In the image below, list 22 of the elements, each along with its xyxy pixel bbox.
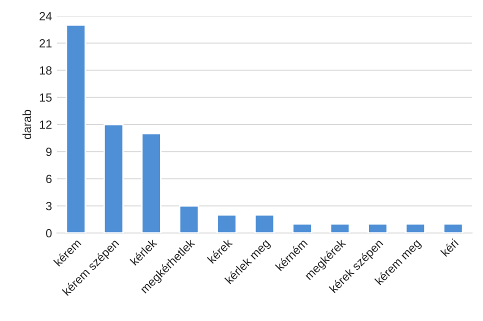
y-tick-label: 21 [40,39,52,48]
bar [66,24,86,233]
y-tick-label: 24 [40,12,52,20]
bar [141,132,162,233]
y-tick-label: 3 [46,202,52,210]
bar [368,223,388,233]
bar [216,214,237,233]
bar [292,223,312,233]
x-tick-label: kéri [440,238,459,257]
bar [178,205,200,233]
bar [443,223,464,233]
bar [103,124,124,233]
y-tick-label: 6 [46,174,52,184]
bar [330,223,350,233]
y-axis-title: darab [22,110,32,140]
bar [254,214,275,233]
y-tick-label: 12 [40,120,52,129]
y-tick-label: 18 [40,66,52,75]
y-tick-label: 9 [46,148,52,156]
y-tick-label: 15 [40,94,52,102]
y-tick-label: 0 [46,229,52,238]
bar [405,223,426,233]
